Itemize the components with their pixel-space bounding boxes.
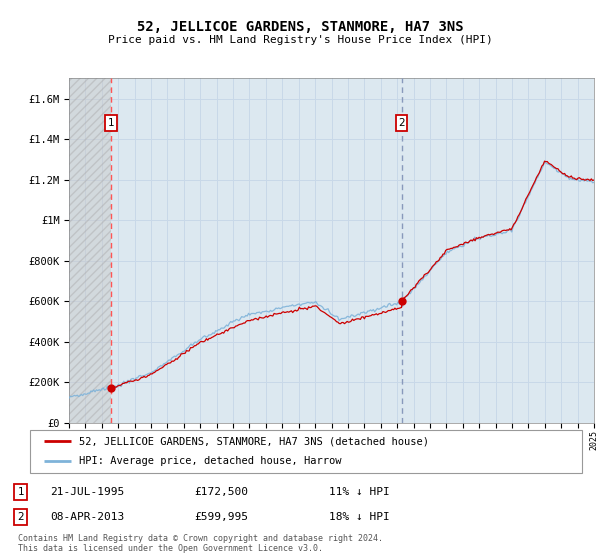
Text: 21-JUL-1995: 21-JUL-1995: [50, 487, 124, 497]
Text: £599,995: £599,995: [194, 512, 248, 521]
Text: 18% ↓ HPI: 18% ↓ HPI: [329, 512, 390, 521]
Text: £172,500: £172,500: [194, 487, 248, 497]
Text: HPI: Average price, detached house, Harrow: HPI: Average price, detached house, Harr…: [79, 456, 341, 466]
Text: Price paid vs. HM Land Registry's House Price Index (HPI): Price paid vs. HM Land Registry's House …: [107, 35, 493, 45]
Text: 08-APR-2013: 08-APR-2013: [50, 512, 124, 521]
Text: Contains HM Land Registry data © Crown copyright and database right 2024.
This d: Contains HM Land Registry data © Crown c…: [18, 534, 383, 553]
Bar: [69, 78, 111, 423]
Text: 52, JELLICOE GARDENS, STANMORE, HA7 3NS (detached house): 52, JELLICOE GARDENS, STANMORE, HA7 3NS …: [79, 436, 428, 446]
FancyBboxPatch shape: [30, 430, 582, 473]
Text: 52, JELLICOE GARDENS, STANMORE, HA7 3NS: 52, JELLICOE GARDENS, STANMORE, HA7 3NS: [137, 20, 463, 34]
Text: 1: 1: [107, 118, 114, 128]
Text: 2: 2: [17, 512, 24, 521]
Text: 1: 1: [17, 487, 24, 497]
Text: 11% ↓ HPI: 11% ↓ HPI: [329, 487, 390, 497]
Text: 2: 2: [398, 118, 405, 128]
